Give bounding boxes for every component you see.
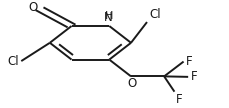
Text: H: H bbox=[105, 11, 113, 21]
Text: Cl: Cl bbox=[7, 55, 19, 68]
Text: F: F bbox=[190, 70, 196, 83]
Text: Cl: Cl bbox=[149, 8, 160, 21]
Text: N: N bbox=[103, 11, 112, 24]
Text: O: O bbox=[28, 1, 37, 14]
Text: F: F bbox=[185, 55, 192, 68]
Text: F: F bbox=[175, 93, 181, 106]
Text: O: O bbox=[127, 77, 136, 90]
